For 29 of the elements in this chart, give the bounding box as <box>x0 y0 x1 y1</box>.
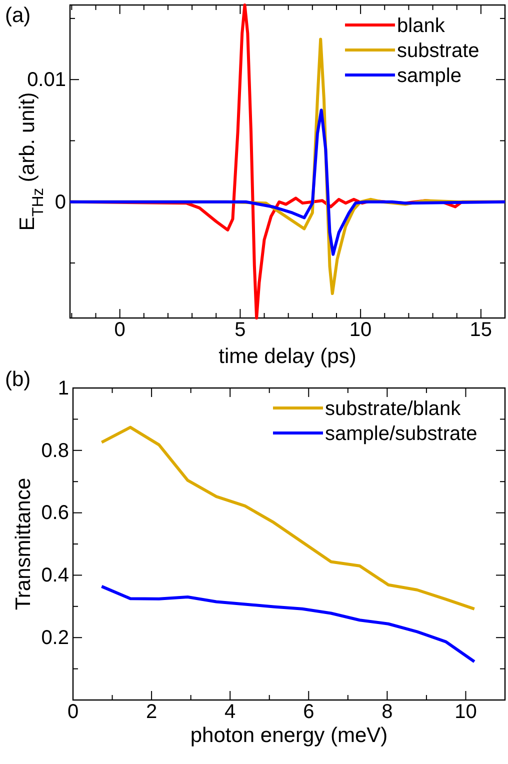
x-tick-label: 8 <box>382 701 393 724</box>
line-series <box>70 108 505 256</box>
x-tick-label: 15 <box>470 319 492 342</box>
legend-label: substrate/blank <box>325 398 462 420</box>
x-tick-label: 5 <box>234 319 246 342</box>
legend-label: sample <box>397 65 462 87</box>
x-tick-label: 10 <box>349 319 372 342</box>
y-tick-label: 1 <box>58 377 69 400</box>
legend-label: sample/substrate <box>325 423 478 445</box>
y-tick-label: 0.4 <box>41 564 69 587</box>
y-tick-label: 0.8 <box>41 440 69 462</box>
legend-label: blank <box>397 15 446 37</box>
line-series <box>100 584 476 664</box>
chart-title: (a) <box>5 4 31 27</box>
y-tick-label: 0.01 <box>27 68 66 91</box>
x-tick-label: 10 <box>454 701 477 724</box>
y-tick-label: 0 <box>54 191 66 214</box>
y-tick-label: 0.2 <box>41 627 69 649</box>
x-axis-title: time delay (ps) <box>218 345 356 368</box>
x-tick-label: 2 <box>146 701 158 724</box>
x-tick-label: 6 <box>303 701 314 724</box>
line-series <box>100 426 476 610</box>
x-axis-title: photon energy (meV) <box>190 724 388 747</box>
x-tick-label: 0 <box>114 319 126 342</box>
y-tick-label: 0.6 <box>41 502 69 524</box>
x-tick-label: 4 <box>224 701 236 724</box>
legend-label: substrate <box>397 40 480 62</box>
chart-title: (b) <box>5 368 31 391</box>
y-axis-title: Transmittance <box>12 478 35 610</box>
